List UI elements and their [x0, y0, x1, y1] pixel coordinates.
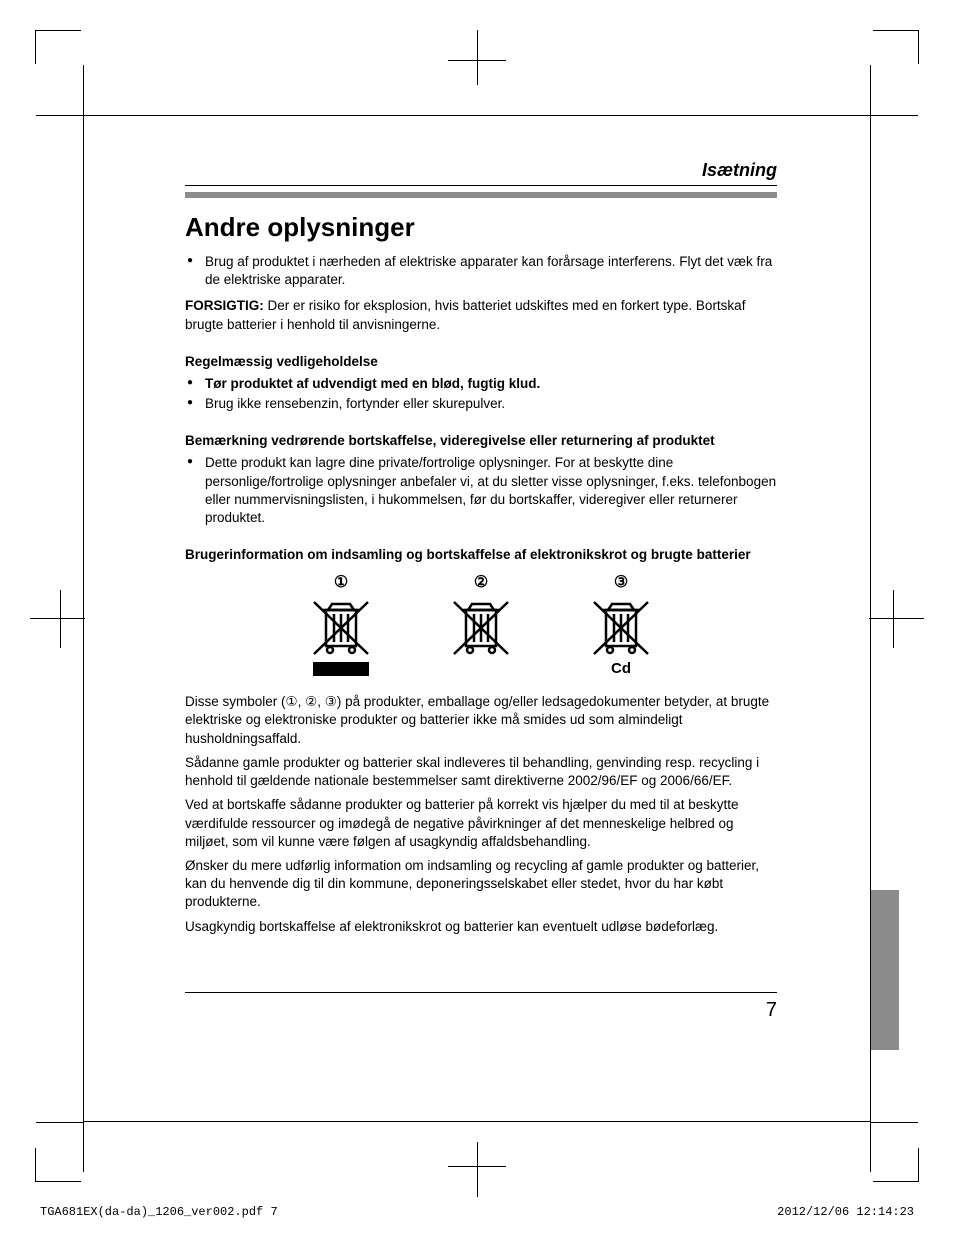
- maint-bullet-2: Brug ikke rensebenzin, fortynder eller s…: [185, 395, 777, 413]
- page-bottom-rule: 7: [185, 992, 777, 1022]
- userinfo-head: Brugerinformation om indsamling og borts…: [185, 547, 777, 562]
- footer-right: 2012/12/06 12:14:23: [777, 1205, 914, 1219]
- symbol-2-num: ②: [436, 572, 526, 592]
- caution-line: FORSIGTIG: Der er risiko for eksplosion,…: [185, 297, 777, 333]
- inline-sym-2: ②: [305, 694, 317, 709]
- disposal-bullet: Dette produkt kan lagre dine private/for…: [185, 454, 777, 527]
- symbol-1-bar: [313, 662, 369, 676]
- inline-sym-3: ③: [325, 694, 337, 709]
- maint-bullet-1: Tør produktet af udvendigt med en blød, …: [185, 375, 777, 393]
- intro-bullets: Brug af produktet i nærheden af elektris…: [185, 253, 777, 289]
- para-2: Sådanne gamle produkter og batterier ska…: [185, 754, 777, 790]
- para-5: Usagkyndig bortskaffelse af elektroniksk…: [185, 918, 777, 936]
- section-header: Isætning: [185, 160, 777, 186]
- symbol-1-num: ①: [296, 572, 386, 592]
- para-3: Ved at bortskaffe sådanne produkter og b…: [185, 796, 777, 851]
- page-title: Andre oplysninger: [185, 212, 777, 243]
- cd-label: Cd: [576, 660, 666, 677]
- caution-label: FORSIGTIG:: [185, 298, 264, 313]
- thick-rule: [185, 192, 777, 198]
- crossed-bin-icon: [588, 596, 654, 658]
- para-4: Ønsker du mere udførlig information om i…: [185, 857, 777, 912]
- symbol-2: ②: [436, 572, 526, 677]
- page-number: 7: [185, 999, 777, 1022]
- para-1: Disse symboler (①, ②, ③) på produkter, e…: [185, 693, 777, 748]
- disposal-bullets: Dette produkt kan lagre dine private/for…: [185, 454, 777, 527]
- para1-c: ,: [317, 694, 325, 709]
- page-content: Isætning Andre oplysninger Brug af produ…: [185, 160, 777, 1022]
- maintenance-head: Regelmæssig vedligeholdelse: [185, 354, 777, 369]
- disposal-head: Bemærkning vedrørende bortskaffelse, vid…: [185, 433, 777, 448]
- symbols-row: ① ②: [185, 572, 777, 677]
- symbol-3-num: ③: [576, 572, 666, 592]
- crossed-bin-icon: [308, 596, 374, 658]
- caution-text: Der er risiko for eksplosion, hvis batte…: [185, 298, 745, 331]
- maintenance-bullets: Tør produktet af udvendigt med en blød, …: [185, 375, 777, 413]
- footer-left: TGA681EX(da-da)_1206_ver002.pdf 7: [40, 1205, 278, 1219]
- inline-sym-1: ①: [286, 694, 298, 709]
- symbol-3: ③ Cd: [576, 572, 666, 677]
- print-footer: TGA681EX(da-da)_1206_ver002.pdf 7 2012/1…: [40, 1205, 914, 1219]
- crossed-bin-icon: [448, 596, 514, 658]
- intro-bullet: Brug af produktet i nærheden af elektris…: [185, 253, 777, 289]
- para1-a: Disse symboler (: [185, 694, 286, 709]
- side-tab: [871, 890, 899, 1050]
- symbol-1: ①: [296, 572, 386, 677]
